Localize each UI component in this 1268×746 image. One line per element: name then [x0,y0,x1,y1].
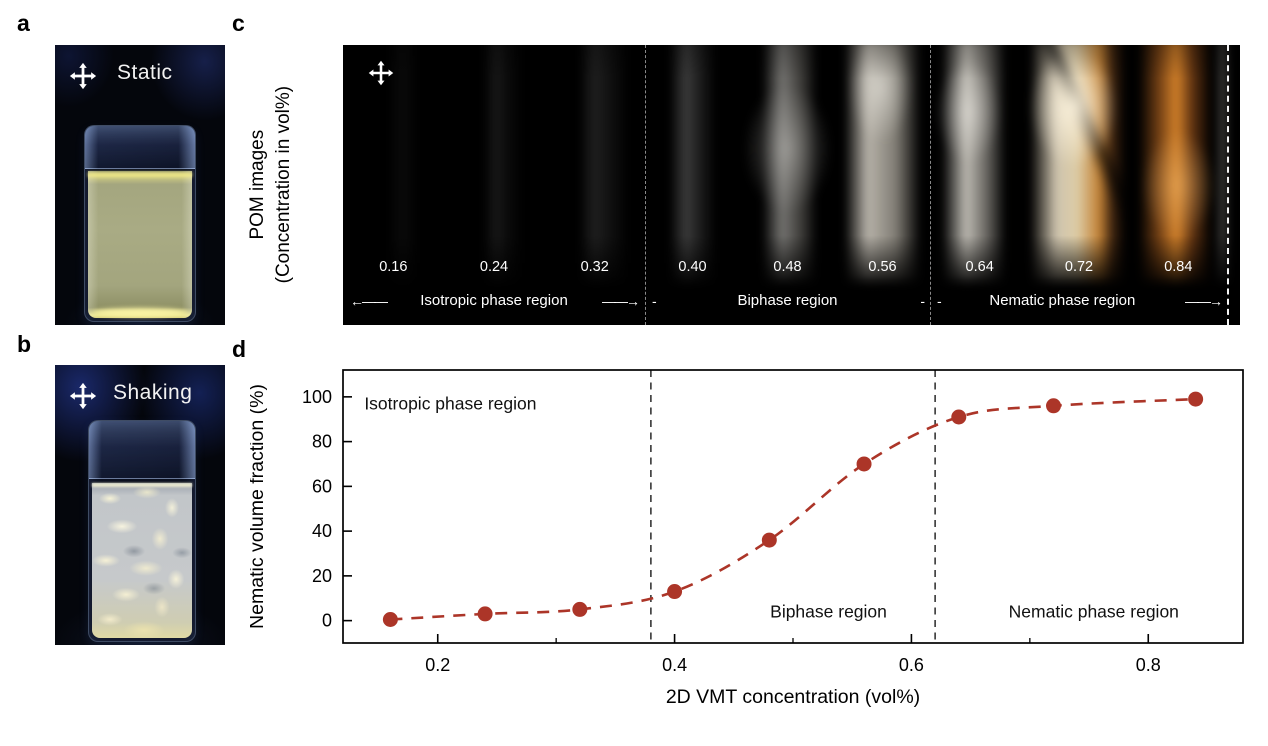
shaking-label: Shaking [113,381,193,404]
region-caption: Nematic phase region [989,292,1136,309]
concentration-value: 0.56 [868,259,897,275]
x-tick-label: 0.4 [662,655,687,675]
chart-svg: 0.2 0.4 0.6 0.8 0 20 40 60 80 100 2D VMT concentra… [246,369,1244,708]
y-tick-label: 60 [312,476,332,496]
bottom-glow [92,308,188,317]
pom-axis-label-line1: POM images [247,130,269,240]
left-arrow: ←—— [350,292,388,309]
vial-static [84,125,196,322]
data-point-0.64 [951,409,967,425]
nematic-region-images: 0.64 0.72 0.84 - Nematic phase region ——… [924,45,1234,325]
concentration-value: 0.32 [580,259,609,275]
concentration-value: 0.24 [479,259,509,275]
four-way-arrow-icon [69,382,97,410]
pom-image-0.72 [1023,45,1135,283]
static-label: Static [117,61,173,84]
data-point-0.4 [667,584,683,600]
panel-c-label: c [232,10,245,36]
meniscus-highlight [92,483,192,487]
panel-d-label: d [232,336,247,362]
pom-image-0.84 [1122,45,1234,283]
x-axis-title: 2D VMT concentration (vol%) [666,686,920,708]
data-point-0.48 [761,532,777,548]
birefringent-swirl-liquid [92,483,192,638]
phase-divider-dashed-line [645,45,646,325]
pom-image-0.64 [924,45,1036,283]
region-annotation: Biphase region [770,602,887,622]
isotropic-suspension-liquid [88,171,192,318]
x-tick-label: 0.8 [1136,655,1161,675]
pom-axis-label-line2: (Concentration in vol%) [273,86,295,284]
four-way-arrow-icon [368,60,394,86]
y-tick-label: 80 [312,432,332,452]
concentration-value: 0.72 [1064,259,1094,275]
concentration-value: 0.84 [1164,259,1193,275]
nematic-fraction-chart: 0.2 0.4 0.6 0.8 0 20 40 60 80 100 2D VMT concentra… [246,350,1262,746]
concentration-value: 0.64 [965,259,994,275]
data-point-0.56 [856,456,872,472]
right-arrow: ——→ [602,292,640,309]
data-point-0.32 [572,601,588,617]
pom-image-0.16 [343,45,450,283]
pom-axis-label: POM images (Concentration in vol%) [196,45,346,325]
y-tick-label: 40 [312,521,332,541]
panel-a-label: a [17,10,30,36]
pom-image-0.56 [829,45,936,283]
y-tick-label: 20 [312,566,332,586]
x-tick-label: 0.6 [899,655,924,675]
concentration-value: 0.40 [678,259,707,275]
y-tick-label: 0 [322,611,332,631]
panel-b-label: b [17,331,32,357]
data-point-0.72 [1046,398,1062,414]
right-arrow: ——→ [1185,292,1223,309]
region-caption: Isotropic phase region [420,292,568,309]
four-way-arrow-icon [69,62,97,90]
trend-curve [390,397,1196,621]
shaking-vial-photo: Shaking [55,365,225,645]
pom-image-0.32 [538,45,652,283]
static-vial-photo: Static [55,45,225,325]
left-dash: - [652,292,656,309]
pom-image-0.40 [639,45,746,283]
vial-cap [85,126,195,169]
pom-image-0.24 [437,45,551,283]
meniscus-highlight [88,172,192,177]
region-annotation: Isotropic phase region [364,394,536,414]
data-point-0.24 [477,606,493,622]
y-tick-label: 100 [302,387,332,407]
left-dash: - [937,292,941,309]
region-caption: Biphase region [737,292,838,309]
data-point-0.16 [382,612,398,628]
x-tick-label: 0.2 [425,655,450,675]
vial-shaking [88,420,196,642]
pom-image-0.48 [734,45,841,283]
phase-divider-dashed-line [930,45,931,325]
concentration-value: 0.48 [773,259,802,275]
right-dash: - [920,292,924,309]
right-edge-dashed-line [1227,45,1229,325]
vial-cap [89,421,195,479]
region-annotation: Nematic phase region [1009,602,1179,622]
y-axis-title: Nematic volume fraction (%) [250,384,268,629]
data-point-0.84 [1188,391,1204,407]
biphase-region-images: 0.40 0.48 0.56 - Biphase region - [639,45,936,325]
pom-image-strip: 0.16 0.24 0.32 ←—— Isotropic phase regio… [343,45,1240,325]
isotropic-region-images: 0.16 0.24 0.32 ←—— Isotropic phase regio… [343,45,652,325]
concentration-value: 0.16 [379,259,408,275]
